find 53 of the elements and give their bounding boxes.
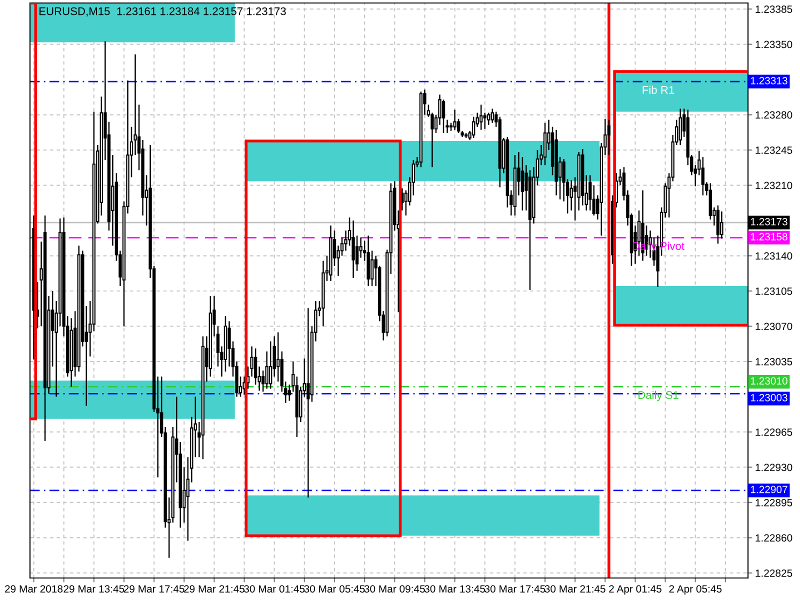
x-tick-label: 29 Mar 13:45 bbox=[64, 585, 124, 593]
x-tick-label: 30 Mar 17:45 bbox=[484, 585, 546, 593]
x-tick-label: 29 Mar 21:45 bbox=[184, 585, 244, 593]
candlestick bbox=[678, 108, 682, 146]
y-tick-label: 1.23245 bbox=[756, 146, 792, 154]
candlestick bbox=[306, 308, 310, 498]
ref-line-label: 1.22907 bbox=[750, 486, 788, 494]
y-tick-label: 1.23280 bbox=[756, 111, 792, 119]
x-tick-label: 29 Mar 2018 bbox=[5, 585, 63, 593]
candlestick bbox=[269, 340, 272, 390]
x-tick-label: 2 Apr 05:45 bbox=[669, 585, 722, 595]
x-tick-label: 30 Mar 21:45 bbox=[544, 585, 606, 593]
candlestick bbox=[483, 112, 486, 130]
y-tick-label: 1.23210 bbox=[756, 182, 792, 190]
y-tick-label: 1.22930 bbox=[756, 464, 792, 472]
candlestick bbox=[352, 220, 355, 279]
candlestick bbox=[720, 210, 724, 240]
y-tick-label: 1.23035 bbox=[756, 358, 792, 366]
candlestick bbox=[370, 250, 374, 287]
ref-line-label: 1.23003 bbox=[750, 394, 788, 402]
x-tick-label: 2 Apr 01:45 bbox=[609, 585, 662, 595]
annotation: Fib R1 bbox=[642, 86, 674, 94]
candlestick bbox=[261, 370, 265, 392]
y-tick-label: 1.22895 bbox=[756, 498, 792, 506]
y-tick-label: 1.23070 bbox=[756, 322, 792, 330]
x-tick-label: 29 Mar 17:45 bbox=[124, 585, 184, 593]
ref-line-label: 1.23313 bbox=[750, 76, 788, 84]
candlestick bbox=[588, 174, 592, 212]
y-tick-label: 1.23350 bbox=[756, 40, 792, 48]
x-tick-label: 30 Mar 01:45 bbox=[244, 585, 305, 593]
ref-line-label: 1.23010 bbox=[750, 377, 788, 385]
candlestick bbox=[265, 350, 268, 390]
candlestick bbox=[520, 156, 524, 212]
ref-line-label: 1.23158 bbox=[750, 233, 788, 240]
candlestick bbox=[607, 119, 610, 156]
x-tick-label: 30 Mar 05:45 bbox=[304, 585, 365, 593]
y-tick-label: 1.23385 bbox=[756, 6, 792, 13]
y-tick-label: 1.22965 bbox=[756, 428, 792, 436]
y-tick-label: 1.23140 bbox=[756, 252, 792, 260]
candlestick bbox=[487, 112, 490, 126]
candlestick bbox=[490, 108, 494, 124]
candlestick bbox=[453, 109, 456, 131]
y-tick-label: 1.23105 bbox=[756, 288, 792, 295]
candlestick bbox=[442, 99, 446, 134]
x-tick-label: 30 Mar 13:45 bbox=[424, 585, 486, 593]
candlestick bbox=[276, 332, 280, 382]
y-tick-label: 1.22825 bbox=[756, 569, 792, 577]
x-tick-label: 30 Mar 09:45 bbox=[364, 585, 425, 593]
candlestick bbox=[480, 104, 483, 131]
candlestick bbox=[592, 184, 596, 216]
y-tick-label: 1.22860 bbox=[756, 534, 792, 542]
ref-line-label: 1.23173 bbox=[750, 218, 788, 226]
candlestick bbox=[472, 116, 476, 139]
